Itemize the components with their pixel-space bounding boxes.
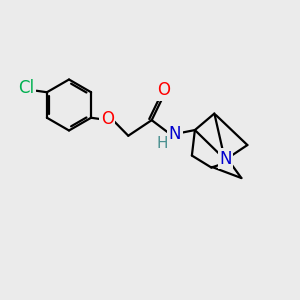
Text: H: H xyxy=(156,136,168,151)
Text: N: N xyxy=(219,149,232,167)
Text: Cl: Cl xyxy=(19,79,34,97)
Text: O: O xyxy=(157,81,170,99)
Text: N: N xyxy=(169,125,181,143)
Text: O: O xyxy=(101,110,114,128)
